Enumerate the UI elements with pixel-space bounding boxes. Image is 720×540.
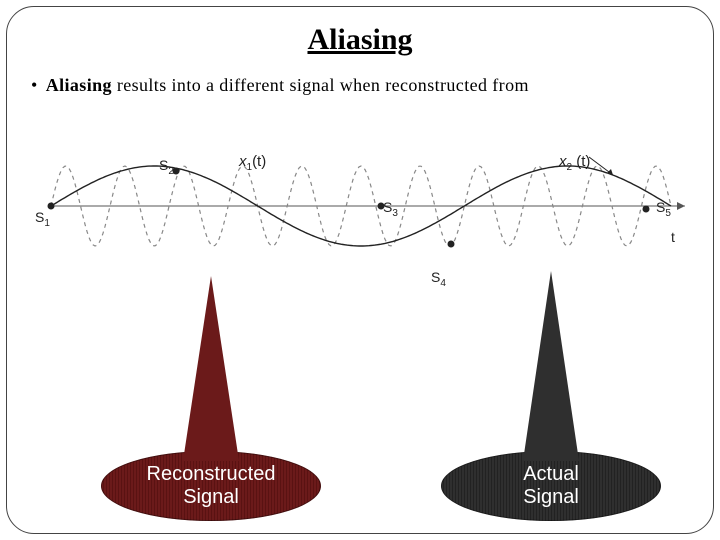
callout-actual-line2: Signal bbox=[523, 486, 579, 509]
chart-svg bbox=[31, 111, 691, 301]
page-title: Aliasing bbox=[31, 23, 689, 57]
bullet-lead: Aliasing bbox=[46, 75, 112, 95]
callout-actual-line1: Actual bbox=[523, 463, 579, 486]
callout-actual: Actual Signal bbox=[441, 451, 661, 521]
callout-reconstructed: Reconstructed Signal bbox=[101, 451, 321, 521]
callout-area: Reconstructed Signal Actual Signal bbox=[31, 301, 689, 521]
bullet-marker: • bbox=[31, 75, 38, 97]
callout-reconstructed-line1: Reconstructed bbox=[147, 463, 276, 486]
aliasing-chart: S1S2S3S4S5x1(t)x2 (t)t bbox=[31, 111, 689, 301]
bullet-rest: results into a different signal when rec… bbox=[112, 75, 529, 95]
callout-reconstructed-line2: Signal bbox=[147, 486, 276, 509]
bullet-text: • Aliasing results into a different sign… bbox=[31, 75, 689, 97]
